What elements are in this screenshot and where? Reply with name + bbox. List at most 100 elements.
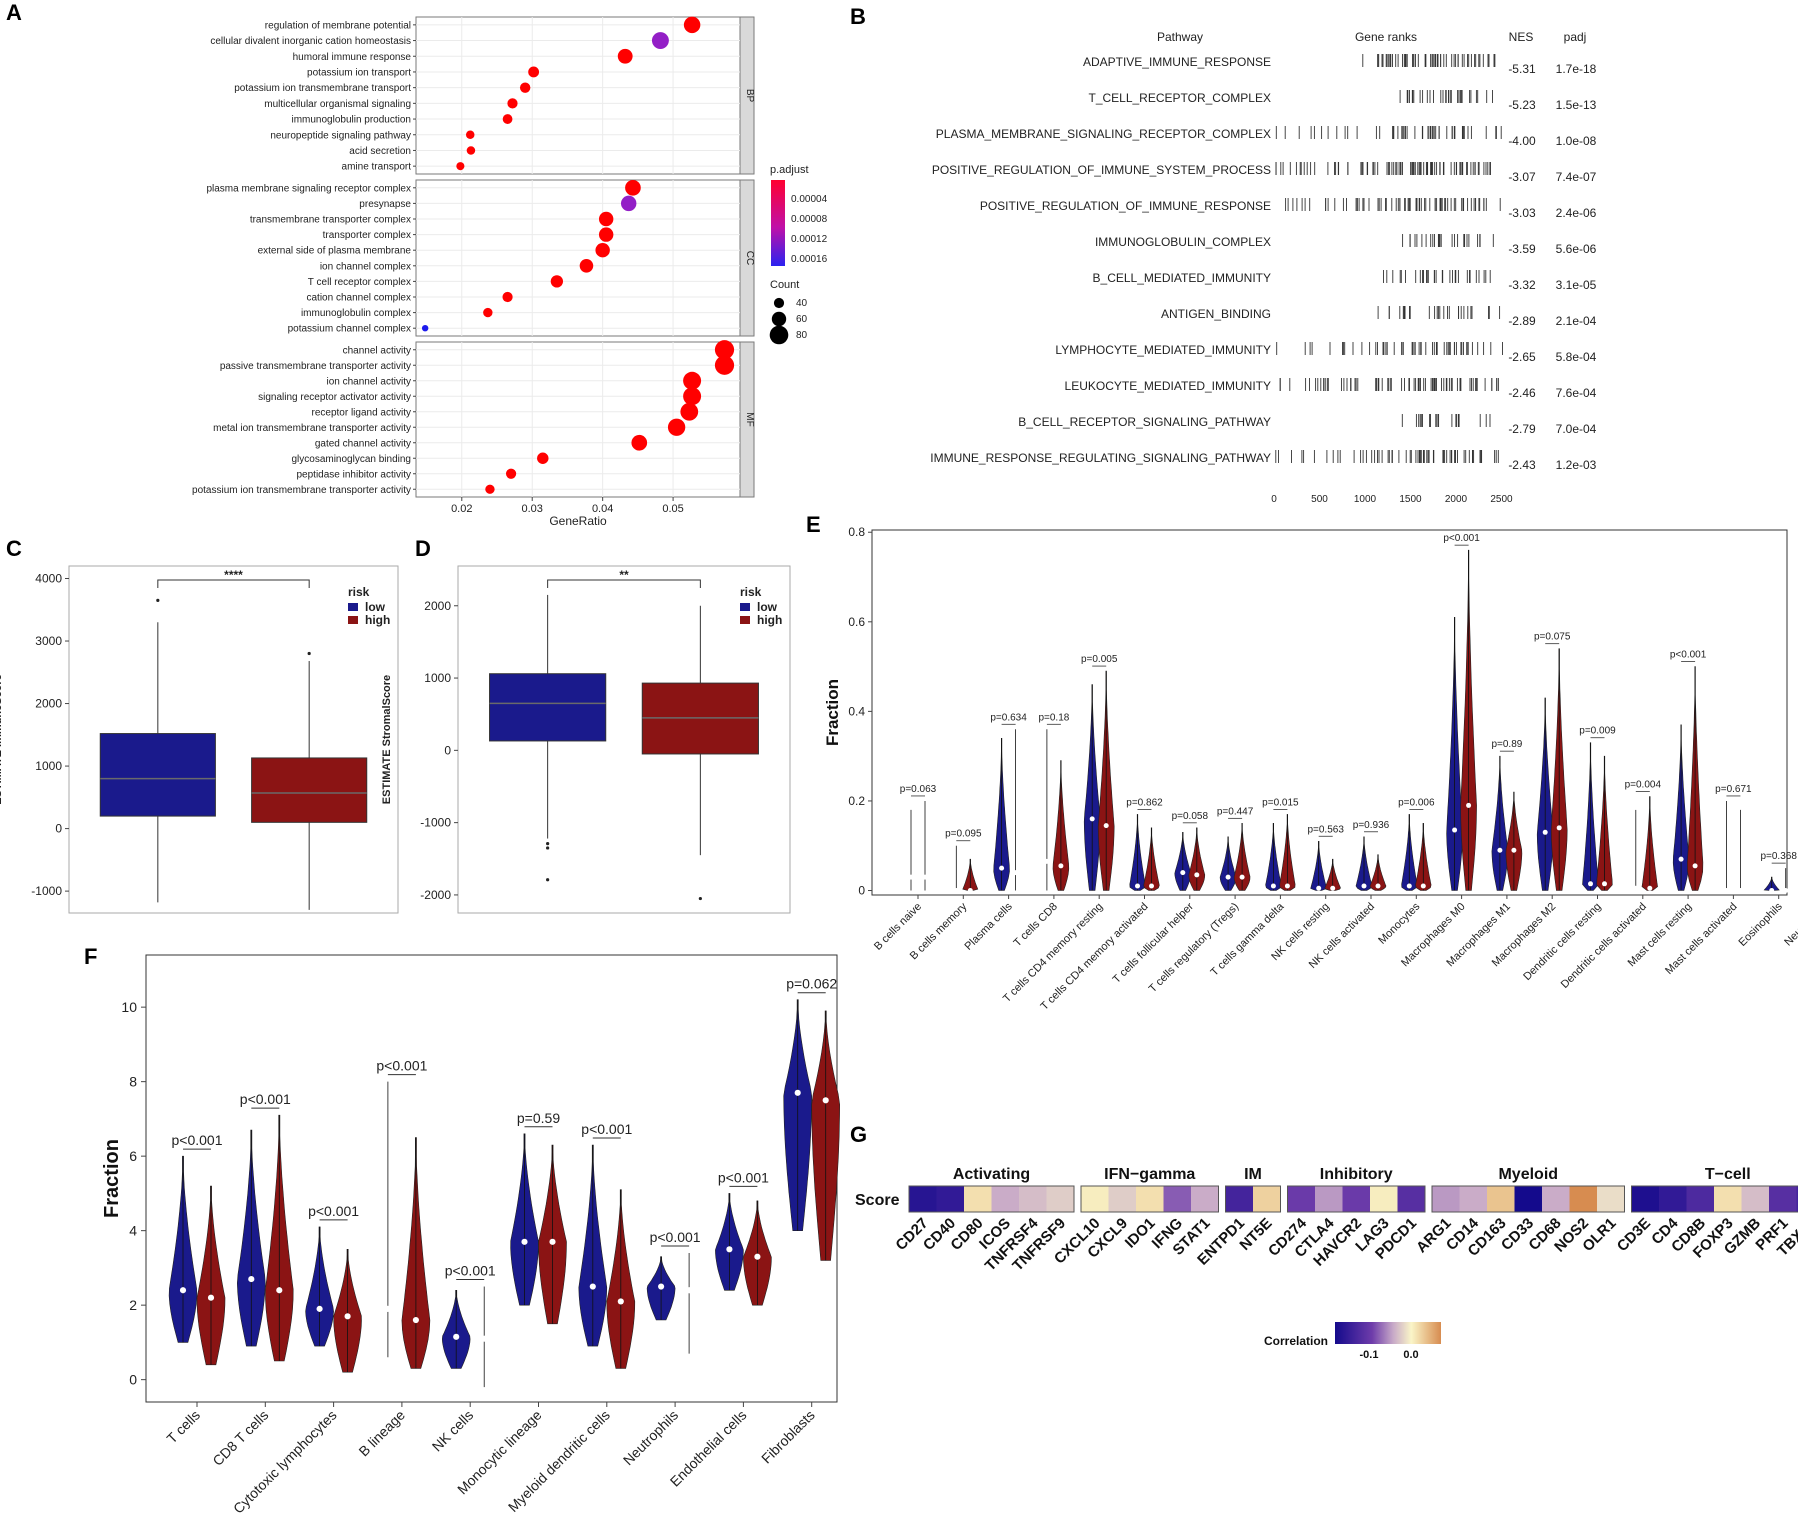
rank-axis-tick: 2000 [1445, 494, 1468, 505]
nes-value: -2.46 [1508, 386, 1536, 400]
p-value-label: p=0.368 [1760, 851, 1797, 862]
padj-value: 1.0e-08 [1556, 134, 1597, 148]
nes-value: -5.23 [1508, 98, 1536, 112]
heatmap-cell [1225, 1186, 1253, 1212]
x-tick-label: Dendritic cells activated [1559, 901, 1649, 991]
heatmap-cell [1487, 1186, 1515, 1212]
go-term-dot [620, 195, 637, 212]
y-tick-label: 2000 [424, 599, 451, 613]
go-term-dot [466, 146, 476, 155]
facet-cc: CC plasma membrane signaling receptor com… [206, 179, 755, 337]
violin-low [1265, 823, 1282, 891]
pathway-name: LYMPHOCYTE_MEDIATED_IMMUNITY [1055, 343, 1271, 357]
p-adjust-tick: 0.00004 [791, 194, 828, 205]
x-tick-label: 0.05 [662, 503, 683, 515]
y-tick-label: 10 [121, 999, 137, 1015]
count-legend-label: 60 [796, 314, 808, 325]
y-tick-label: 8 [129, 1074, 137, 1090]
go-term-label: potassium ion transport [307, 67, 411, 78]
outlier-point [156, 598, 160, 602]
go-term-label: glycosaminoglycan binding [291, 454, 411, 465]
go-term-label: metal ion transmembrane transporter acti… [213, 423, 411, 434]
go-term-dot [537, 452, 549, 464]
y-tick-label: 0 [129, 1372, 137, 1388]
padj-value: 1.2e-03 [1556, 458, 1597, 472]
violin-high [1369, 854, 1387, 891]
group-title: Inhibitory [1320, 1166, 1393, 1183]
count-legend-title: Count [770, 279, 799, 291]
violin-low [236, 1129, 266, 1347]
p-value-label: p=0.015 [1262, 797, 1299, 808]
legend-label-high: high [365, 613, 390, 627]
rank-axis-tick: 500 [1311, 494, 1328, 505]
heatmap-cell [1397, 1186, 1425, 1212]
nes-value: -3.03 [1508, 206, 1536, 220]
count-legend-label: 40 [796, 298, 808, 309]
y-tick-label: 4000 [35, 572, 62, 586]
go-term-label: external side of plasma membrane [258, 246, 412, 257]
median-point [1737, 888, 1743, 894]
group-title: Myeloid [1498, 1166, 1558, 1183]
median-point [1135, 883, 1140, 889]
pathway-name: B_CELL_RECEPTOR_SIGNALING_PATHWAY [1018, 415, 1271, 429]
go-term-label: amine transport [342, 162, 412, 173]
median-point [754, 1253, 761, 1260]
violin-high [1641, 796, 1658, 891]
violin-low [510, 1133, 539, 1306]
pathway-name: B_CELL_MEDIATED_IMMUNITY [1093, 271, 1271, 285]
violin-low [1491, 755, 1509, 891]
facet-strip [739, 179, 755, 337]
panel-d-stromalscore-boxplot: -2000 -1000 0 1000 2000 ESTIMATE StromalScore… [381, 565, 791, 914]
go-term-dot [680, 402, 699, 421]
go-term-dot [528, 66, 540, 78]
go-term-dot [683, 16, 701, 34]
heatmap-cell [1631, 1186, 1659, 1212]
iqr-box [99, 733, 216, 817]
median-point [481, 1335, 488, 1342]
go-term-dot [485, 484, 495, 494]
nes-value: -2.43 [1508, 458, 1536, 472]
p-value-label: p=0.075 [1534, 632, 1571, 643]
go-term-label: potassium ion transmembrane transport [234, 83, 411, 94]
violin-low [715, 1193, 744, 1291]
median-point [1647, 885, 1653, 891]
x-tick-label: NK cells [429, 1407, 477, 1455]
violin-low [1044, 729, 1050, 891]
go-term-dot [421, 324, 429, 332]
gene-rank-ticks [1377, 306, 1501, 319]
significance-bracket [157, 579, 310, 588]
x-tick-label: Plasma cells [963, 900, 1015, 952]
y-axis-label: ESTIMATE StromalScore [381, 675, 393, 804]
go-term-dot [550, 275, 564, 288]
heatmap-cell [1253, 1186, 1281, 1212]
go-term-dot [579, 259, 594, 273]
pathway-name: POSITIVE_REGULATION_OF_IMMUNE_SYSTEM_PRO… [932, 163, 1271, 177]
median-point [1194, 872, 1200, 878]
group-frame [1225, 1185, 1281, 1213]
median-point [1284, 883, 1290, 889]
group-frame [908, 1185, 1075, 1213]
median-point [248, 1275, 255, 1283]
heatmap-cell [1659, 1186, 1687, 1212]
median-point [1452, 827, 1458, 833]
facet-strip-label: CC [744, 251, 755, 265]
heatmap-cell [1315, 1186, 1343, 1212]
p-adjust-colorbar [771, 180, 785, 266]
median-point [1602, 881, 1607, 887]
go-term-dot [598, 211, 614, 227]
rank-axis-tick: 1000 [1354, 494, 1377, 505]
violin-low [1129, 814, 1146, 891]
y-tick-label: 6 [129, 1148, 137, 1164]
heatmap-cell [1597, 1186, 1625, 1212]
panel-c-immunescore-boxplot: -1000 0 1000 2000 3000 4000 ESTIMATE ImmuneSco… [0, 565, 399, 914]
panel-b-label: B [850, 4, 866, 29]
p-adjust-tick: 0.00012 [791, 234, 828, 245]
pathway-name: T_CELL_RECEPTOR_COMPLEX [1088, 91, 1271, 105]
median-point [1103, 823, 1109, 829]
group-frame [1631, 1185, 1798, 1213]
median-point [1466, 802, 1472, 808]
violin-low [1536, 697, 1554, 891]
p-value-label: p<0.001 [172, 1132, 223, 1148]
